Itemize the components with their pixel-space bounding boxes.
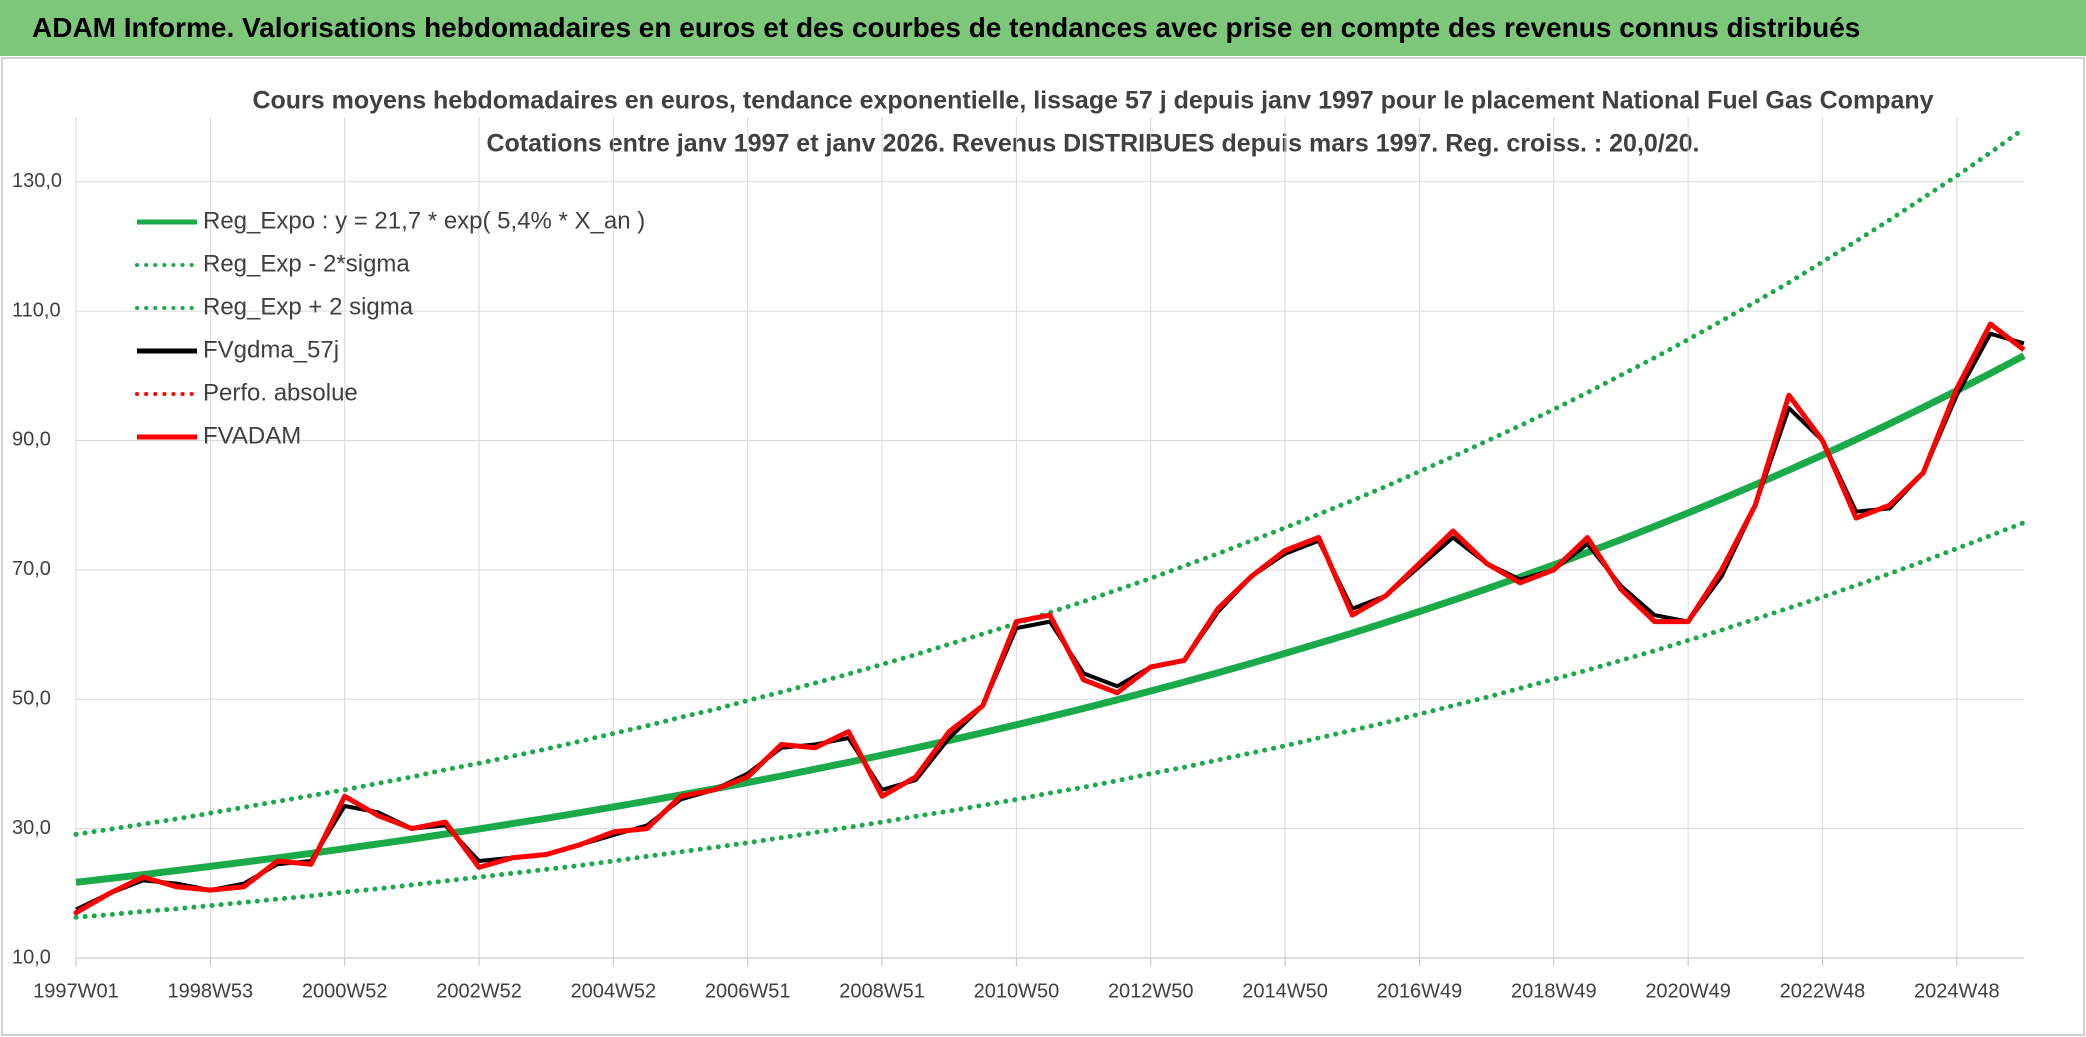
y-tick-label: 70,0 bbox=[12, 558, 51, 580]
x-tick-label: 2012W50 bbox=[1108, 980, 1194, 1002]
x-tick-label: 1998W53 bbox=[168, 980, 254, 1002]
x-tick-label: 2022W48 bbox=[1780, 980, 1866, 1002]
x-tick-label: 1997W01 bbox=[33, 980, 119, 1002]
chart: Cours moyens hebdomadaires en euros, ten… bbox=[1, 57, 2085, 1036]
chart-subtitle: Cotations entre janv 1997 et janv 2026. … bbox=[486, 130, 1699, 158]
x-tick-label: 2000W52 bbox=[302, 980, 388, 1002]
series-line bbox=[74, 321, 2026, 915]
series-line bbox=[75, 352, 2026, 886]
legend-label: Reg_Expo : y = 21,7 * exp( 5,4% * X_an ) bbox=[203, 207, 645, 234]
y-tick-label: 10,0 bbox=[12, 946, 51, 968]
x-tick-label: 2010W50 bbox=[974, 980, 1060, 1002]
frame bbox=[1, 57, 2085, 1036]
x-tick-label: 2002W52 bbox=[436, 980, 522, 1002]
x-tick-label: 2004W52 bbox=[571, 980, 657, 1002]
y-tick-label: 130,0 bbox=[12, 170, 62, 192]
x-tick-label: 2008W51 bbox=[839, 980, 925, 1002]
legend-label: Perfo. absolue bbox=[203, 379, 358, 406]
x-tick-label: 2014W50 bbox=[1242, 980, 1328, 1002]
series-line bbox=[73, 126, 2027, 837]
chart-title: Cours moyens hebdomadaires en euros, ten… bbox=[252, 87, 1933, 115]
x-tick-label: 2006W51 bbox=[705, 980, 791, 1002]
x-tick-label: 2016W49 bbox=[1377, 980, 1463, 1002]
y-tick-label: 110,0 bbox=[12, 299, 61, 321]
x-tick-label: 2024W48 bbox=[1914, 980, 2000, 1002]
series-line bbox=[73, 520, 2027, 920]
x-tick-label: 2020W49 bbox=[1645, 980, 1731, 1002]
legend-label: Reg_Exp - 2*sigma bbox=[203, 250, 410, 277]
y-tick-label: 50,0 bbox=[12, 688, 51, 710]
series-line bbox=[75, 331, 2025, 912]
x-tick-label: 2018W49 bbox=[1511, 980, 1597, 1002]
legend-label: FVgdma_57j bbox=[203, 336, 339, 363]
legend-label: FVADAM bbox=[203, 422, 301, 449]
header-title: ADAM Informe. Valorisations hebdomadaire… bbox=[0, 0, 2086, 56]
y-tick-label: 90,0 bbox=[12, 429, 51, 451]
y-tick-label: 30,0 bbox=[12, 817, 51, 839]
legend-label: Reg_Exp + 2 sigma bbox=[203, 293, 414, 320]
